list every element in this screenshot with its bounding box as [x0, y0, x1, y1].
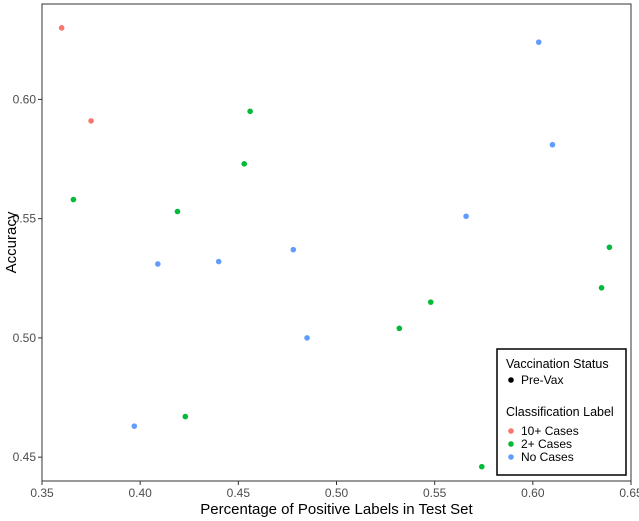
y-tick-label: 0.50 [13, 331, 37, 345]
legend-key-no-cases [508, 454, 514, 460]
point-2-cases [174, 208, 181, 215]
point-no-cases [131, 423, 138, 429]
legend-label: Pre-Vax [521, 373, 563, 387]
point-2-cases [598, 285, 605, 291]
legend-label-10-cases: 10+ Cases [521, 424, 579, 438]
legend-key-10-cases [508, 428, 514, 434]
x-tick-label: 0.35 [30, 486, 54, 500]
y-tick-label: 0.55 [13, 212, 37, 226]
y-axis: 0.45 0.50 0.55 0.60 [13, 92, 42, 464]
legend-key-2-cases [508, 441, 514, 447]
y-axis-title: Accuracy [3, 211, 20, 273]
x-tick-label: 0.60 [521, 486, 545, 500]
point-no-cases [304, 335, 310, 341]
point-no-cases [535, 39, 542, 45]
x-tick-label: 0.55 [423, 486, 447, 500]
y-tick-label: 0.60 [13, 92, 37, 106]
legend-label-no-cases: No Cases [521, 450, 574, 464]
point-no-cases [290, 246, 297, 253]
x-axis: 0.35 0.40 0.45 0.50 0.55 0.60 0.65 [30, 481, 639, 500]
point-2-cases [396, 325, 403, 332]
x-tick-label: 0.65 [619, 486, 639, 500]
point-2-cases [606, 244, 613, 251]
point-2-cases [427, 299, 434, 305]
legend-key-pre-vax [508, 377, 514, 383]
point-10-cases [58, 25, 65, 31]
point-no-cases [549, 141, 556, 148]
point-2-cases [478, 463, 485, 470]
point-no-cases [215, 258, 222, 265]
data-points [58, 25, 613, 470]
legend-shape-title: Vaccination Status [506, 357, 609, 371]
point-2-cases [247, 108, 253, 115]
legend-label-2-cases: 2+ Cases [521, 437, 572, 451]
x-axis-title: Percentage of Positive Labels in Test Se… [200, 501, 473, 518]
point-10-cases [88, 118, 94, 124]
point-no-cases [463, 213, 469, 220]
x-tick-label: 0.50 [325, 486, 349, 500]
point-2-cases [182, 413, 189, 420]
legend: Vaccination Status Pre-Vax Classification … [496, 348, 627, 476]
x-tick-label: 0.40 [128, 486, 152, 500]
y-tick-label: 0.45 [13, 450, 37, 464]
point-no-cases [155, 261, 161, 267]
legend-box [496, 348, 627, 476]
legend-color-title: Classification Label [506, 405, 614, 419]
point-2-cases [241, 160, 248, 167]
x-tick-label: 0.45 [227, 486, 251, 500]
point-2-cases [70, 196, 77, 203]
